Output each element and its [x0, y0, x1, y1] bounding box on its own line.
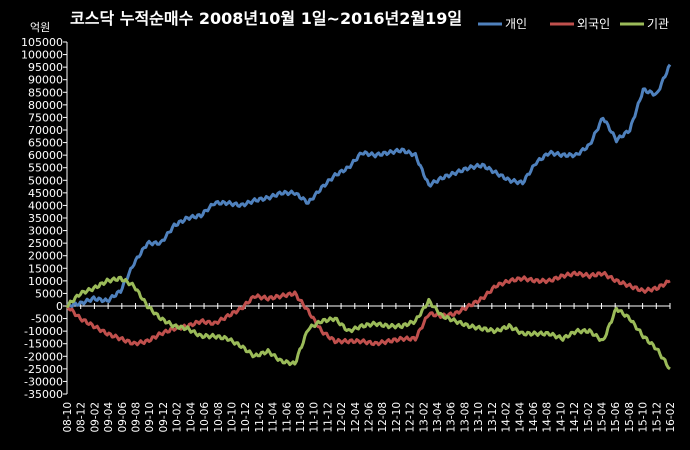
y-tick-label: 5000: [35, 287, 63, 300]
y-tick-label: 10000: [28, 275, 63, 288]
y-tick-label: 25000: [28, 237, 63, 250]
y-tick-label: 40000: [28, 199, 63, 212]
x-tick-label: 11-06: [281, 402, 293, 433]
y-tick-label: -25000: [24, 363, 63, 376]
x-tick-label: 08-10: [62, 402, 74, 433]
x-tick-label: 09-12: [158, 402, 170, 433]
x-tick-label: 13-08: [459, 402, 471, 433]
x-tick-label: 08-12: [76, 402, 88, 433]
x-tick-label: 16-02: [665, 402, 677, 433]
y-tick-label: 75000: [28, 111, 63, 124]
x-tick-label: 12-12: [405, 402, 417, 433]
x-tick-label: 12-10: [391, 402, 403, 433]
y-tick-label: -35000: [24, 388, 63, 401]
x-tick-label: 12-02: [336, 402, 348, 433]
y-tick-label: -20000: [24, 350, 63, 363]
legend: 개인 외국인 기관: [478, 17, 669, 31]
y-tick-label: 70000: [28, 124, 63, 137]
x-tick-label: 13-12: [487, 402, 499, 433]
y-tick-label: 60000: [28, 149, 63, 162]
x-tick-label: 09-08: [131, 402, 143, 433]
x-tick-label: 13-06: [446, 402, 458, 433]
x-tick-label: 13-10: [473, 402, 485, 433]
plot-area: [65, 63, 672, 371]
y-tick-label: 0: [56, 300, 63, 313]
x-tick-label: 11-08: [295, 402, 307, 433]
x-tick-label: 15-12: [651, 402, 663, 433]
y-tick-label: 55000: [28, 162, 63, 175]
legend-label: 외국인: [577, 17, 610, 31]
x-tick-label: 14-12: [569, 402, 581, 433]
x-axis: 08-10 08-12 09-02 09-04 09-06 09-08 09-10 09-12…: [62, 303, 677, 433]
y-tick-label: -15000: [24, 338, 63, 351]
legend-label: 개인: [505, 17, 527, 31]
y-tick-label: 35000: [28, 212, 63, 225]
x-tick-label: 12-04: [350, 402, 362, 433]
series-line-2: [65, 270, 671, 347]
x-tick-label: 14-10: [555, 402, 567, 433]
y-tick-label: 85000: [28, 86, 63, 99]
x-tick-label: 14-08: [542, 402, 554, 433]
x-tick-label: 15-04: [596, 402, 608, 433]
y-tick-label: 90000: [28, 74, 63, 87]
x-tick-label: 15-06: [610, 402, 622, 433]
x-tick-label: 10-02: [172, 402, 184, 433]
y-tick-label: 30000: [28, 225, 63, 238]
x-tick-label: 14-06: [528, 402, 540, 433]
x-tick-label: 09-02: [89, 402, 101, 433]
y-tick-label: 80000: [28, 99, 63, 112]
y-tick-label: 100000: [21, 49, 63, 62]
y-tick-label: 50000: [28, 174, 63, 187]
x-tick-label: 13-02: [418, 402, 430, 433]
y-tick-label: -5000: [31, 313, 63, 326]
x-tick-label: 15-02: [583, 402, 595, 433]
y-tick-label: 65000: [28, 137, 63, 150]
x-tick-label: 14-02: [501, 402, 513, 433]
x-tick-label: 10-10: [226, 402, 238, 433]
x-tick-label: 15-08: [624, 402, 636, 433]
x-tick-label: 10-12: [240, 402, 252, 433]
x-tick-label: 11-04: [268, 402, 280, 433]
chart-title: 코스닥 누적순매수 2008년10월 1일~2016년2월19일: [70, 9, 462, 28]
x-tick-label: 10-06: [199, 402, 211, 433]
y-tick-label: 95000: [28, 61, 63, 74]
series-line-1: [65, 63, 672, 309]
x-tick-label: 11-10: [309, 402, 321, 433]
y-axis: 1050001000009500090000850008000075000700…: [21, 36, 68, 401]
x-tick-label: 10-04: [185, 402, 197, 433]
series-line-3: [65, 275, 671, 371]
y-tick-label: 45000: [28, 187, 63, 200]
x-tick-label: 12-06: [364, 402, 376, 433]
y-tick-label: 105000: [21, 36, 63, 49]
x-tick-label: 09-10: [144, 402, 156, 433]
y-tick-label: 15000: [28, 262, 63, 275]
y-tick-label: -30000: [24, 375, 63, 388]
x-tick-label: 09-04: [103, 402, 115, 433]
x-tick-label: 13-04: [432, 402, 444, 433]
x-tick-label: 11-12: [322, 402, 334, 433]
x-tick-label: 10-08: [213, 402, 225, 433]
x-tick-label: 14-04: [514, 402, 526, 433]
y-tick-label: -10000: [24, 325, 63, 338]
y-tick-label: 20000: [28, 250, 63, 263]
legend-label: 기관: [647, 17, 669, 31]
x-tick-label: 12-08: [377, 402, 389, 433]
x-tick-label: 09-06: [117, 402, 129, 433]
x-tick-label: 11-02: [254, 402, 266, 433]
x-tick-label: 15-10: [638, 402, 650, 433]
y-axis-unit: 억원: [30, 21, 50, 34]
